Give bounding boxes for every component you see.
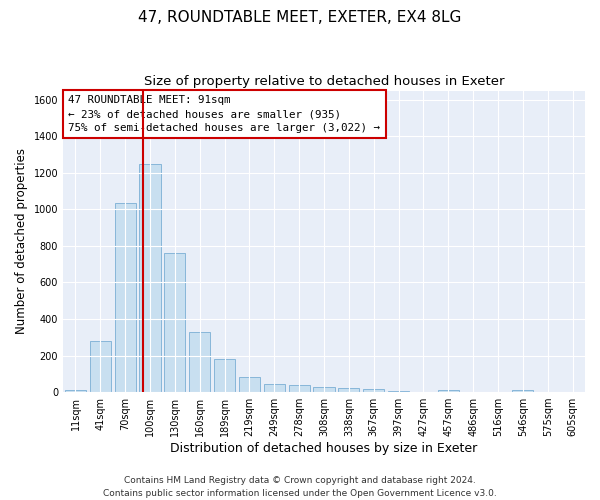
Bar [438, 390, 459, 392]
Bar [363, 390, 384, 392]
X-axis label: Distribution of detached houses by size in Exeter: Distribution of detached houses by size … [170, 442, 478, 455]
Bar [512, 390, 533, 392]
Bar [189, 332, 211, 392]
Bar [264, 384, 285, 392]
Bar [313, 386, 335, 392]
Bar [115, 203, 136, 392]
Text: 47 ROUNDTABLE MEET: 91sqm
← 23% of detached houses are smaller (935)
75% of semi: 47 ROUNDTABLE MEET: 91sqm ← 23% of detac… [68, 95, 380, 133]
Title: Size of property relative to detached houses in Exeter: Size of property relative to detached ho… [144, 75, 504, 88]
Bar [388, 391, 409, 392]
Bar [214, 359, 235, 392]
Bar [139, 164, 161, 392]
Bar [289, 385, 310, 392]
Text: 47, ROUNDTABLE MEET, EXETER, EX4 8LG: 47, ROUNDTABLE MEET, EXETER, EX4 8LG [139, 10, 461, 25]
Bar [65, 390, 86, 392]
Bar [338, 388, 359, 392]
Text: Contains HM Land Registry data © Crown copyright and database right 2024.
Contai: Contains HM Land Registry data © Crown c… [103, 476, 497, 498]
Bar [90, 341, 111, 392]
Bar [239, 378, 260, 392]
Y-axis label: Number of detached properties: Number of detached properties [15, 148, 28, 334]
Bar [164, 253, 185, 392]
